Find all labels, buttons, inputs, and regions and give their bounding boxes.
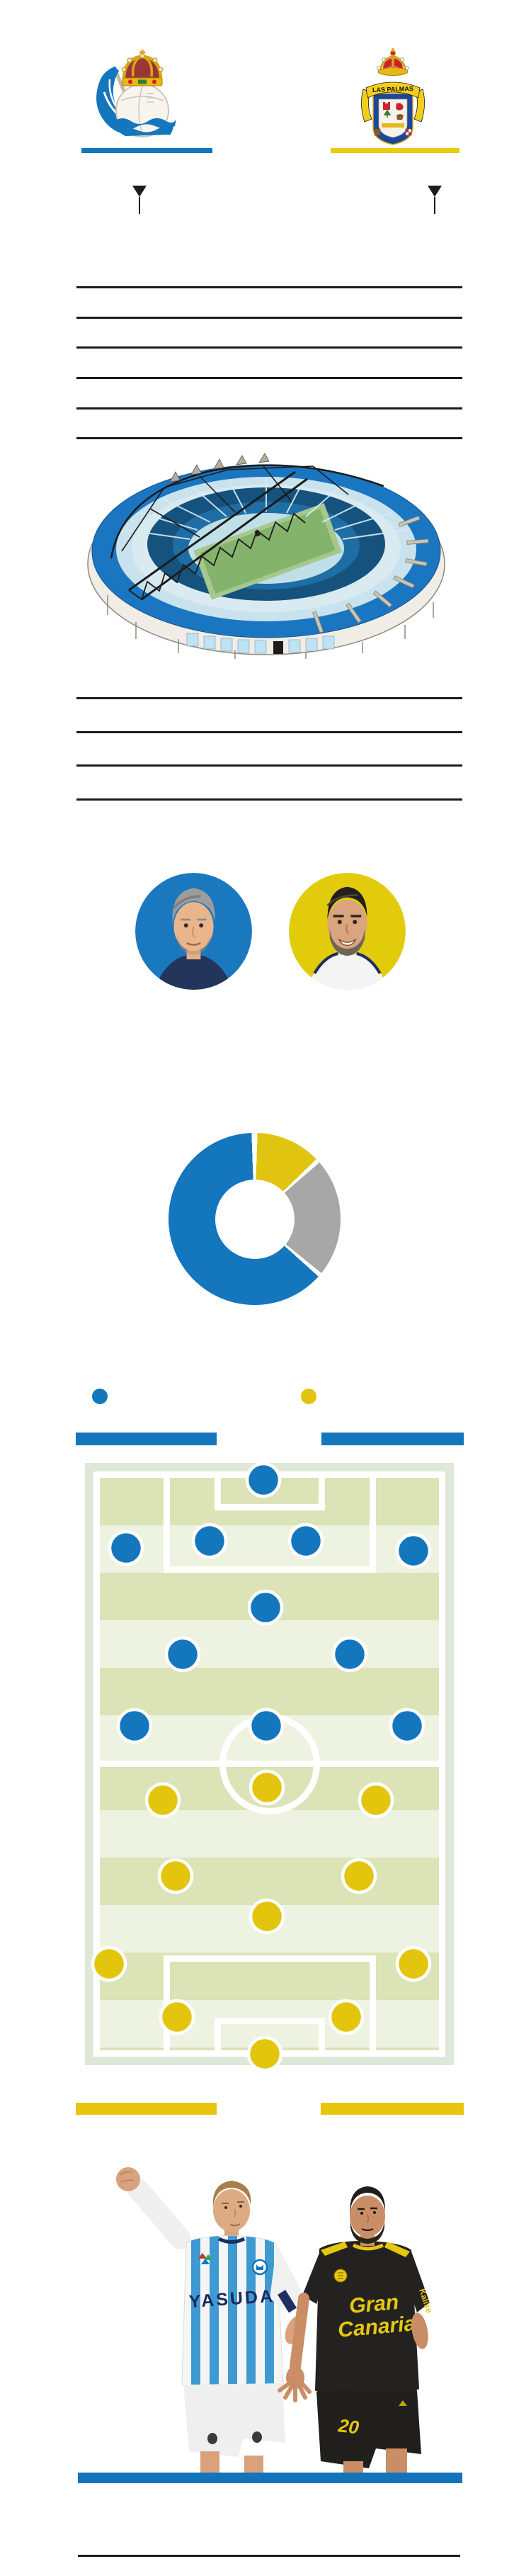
away-player-dot xyxy=(358,1782,394,1819)
pin-triangle xyxy=(132,186,147,197)
away-label-placeholder-bar xyxy=(321,1433,464,1445)
home-player-dot xyxy=(248,1707,285,1744)
away-player-dot xyxy=(91,1945,127,1982)
text-placeholder-block-1 xyxy=(76,286,462,440)
stadium-illustration xyxy=(87,453,445,659)
home-underline-bar xyxy=(81,148,212,153)
text-line-placeholder xyxy=(76,437,462,440)
away-player-dot xyxy=(157,1858,194,1894)
home-player-dot xyxy=(245,1462,282,1498)
away-player-dot xyxy=(249,1898,285,1935)
legend-away-dot xyxy=(301,1389,316,1404)
legend-home-dot xyxy=(92,1389,108,1404)
home-player-dot xyxy=(395,1532,432,1569)
pin-triangle xyxy=(428,186,442,197)
las-palmas-crest: LAS PALMAS xyxy=(361,48,425,145)
away-kit-sponsor-line1: Gran xyxy=(348,2290,400,2318)
home-player-dot xyxy=(331,1636,368,1673)
home-player-dot xyxy=(108,1530,144,1566)
away-underline-bar xyxy=(331,148,459,153)
away-coach-portrait xyxy=(289,873,406,990)
away-crest-banner-text: LAS PALMAS xyxy=(372,85,413,94)
text-line-placeholder xyxy=(76,407,462,409)
home-coach-portrait xyxy=(135,873,252,990)
home-player-figure: YASUDA xyxy=(116,2167,306,2473)
home-player-dot xyxy=(389,1707,426,1744)
home-player-dot xyxy=(247,1589,284,1626)
home-player-dot xyxy=(164,1636,201,1673)
bottom-divider-line xyxy=(78,2555,460,2557)
player-dots-layer xyxy=(91,1462,432,2072)
penalty-box-top xyxy=(163,1471,376,1573)
text-line-placeholder xyxy=(76,377,462,380)
home-player-dot xyxy=(287,1523,324,1559)
goal-box-top xyxy=(214,1471,325,1510)
away-pin-marker-icon xyxy=(428,186,442,214)
away-player-figure: Gran Canaria Kalise 20 xyxy=(278,2186,434,2473)
text-line-placeholder xyxy=(76,316,462,319)
donut-hole xyxy=(215,1179,295,1259)
away-player-dot xyxy=(144,1782,181,1819)
pin-stem xyxy=(434,197,435,214)
text-line-placeholder xyxy=(76,798,462,801)
away-player-dot xyxy=(249,1769,285,1806)
text-line-placeholder xyxy=(76,730,462,733)
text-line-placeholder xyxy=(76,286,462,288)
home-player-dot xyxy=(191,1523,228,1559)
goal-box-bottom xyxy=(214,2018,325,2057)
home-label-placeholder-bar xyxy=(76,1433,217,1445)
away-short-number-text: 20 xyxy=(336,2414,360,2438)
away-player-dot xyxy=(159,1999,195,2035)
away-player-dot xyxy=(328,1999,365,2035)
away-player-dot xyxy=(246,2035,283,2072)
text-line-placeholder xyxy=(76,346,462,349)
lineup-pitch xyxy=(85,1462,454,2072)
text-line-placeholder xyxy=(76,697,462,699)
pin-stem xyxy=(139,197,140,214)
bottom-accent-bar xyxy=(78,2473,462,2483)
away-label-placeholder-bar-bottom-left xyxy=(76,2103,217,2115)
away-player-dot xyxy=(395,1945,432,1982)
away-label-placeholder-bar-bottom-right xyxy=(321,2103,464,2115)
text-placeholder-block-2 xyxy=(76,697,462,801)
text-line-placeholder xyxy=(76,764,462,767)
away-player-dot xyxy=(341,1858,377,1894)
players-duel-photo: YASUDA Gran Canaria xyxy=(116,2167,434,2473)
h2h-donut xyxy=(169,1133,341,1305)
home-player-dot xyxy=(116,1707,153,1744)
real-sociedad-crest xyxy=(96,50,176,137)
home-pin-marker-icon xyxy=(132,186,147,214)
